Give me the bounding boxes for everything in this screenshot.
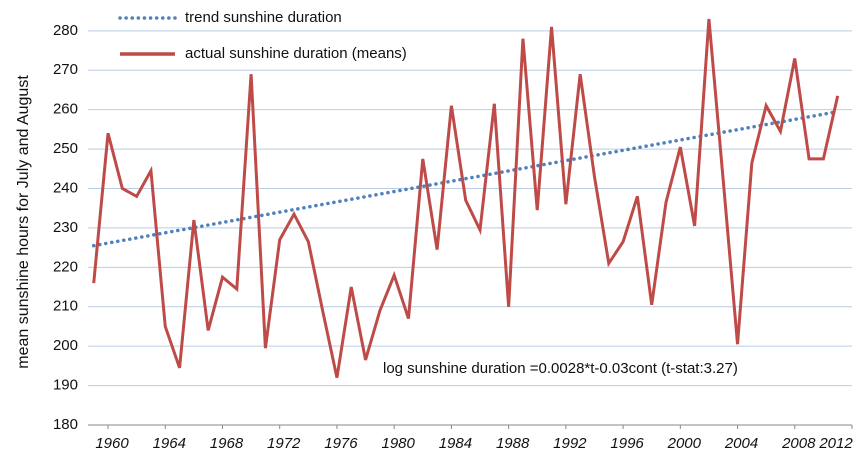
- x-tick-label: 1980: [381, 435, 415, 452]
- x-tick-label: 1976: [324, 435, 358, 452]
- legend-label: actual sunshine duration (means): [185, 45, 407, 62]
- y-tick-label: 210: [53, 298, 78, 315]
- series-line: [92, 18, 840, 379]
- y-tick-label: 220: [53, 258, 78, 275]
- x-tick-label: 2004: [724, 435, 758, 452]
- y-tick-label: 190: [53, 377, 78, 394]
- y-tick-label: 180: [53, 416, 78, 433]
- x-tick-label: 1988: [496, 435, 530, 452]
- x-tick-label: 2008: [781, 435, 816, 452]
- x-tick-label: 2000: [667, 435, 702, 452]
- x-tick-label: 1968: [210, 435, 244, 452]
- series-line: [91, 109, 840, 248]
- y-axis-label: mean sunshine hours for July and August: [15, 75, 32, 369]
- x-tick-label: 2012: [818, 435, 853, 452]
- x-tick-label: 1992: [553, 435, 587, 452]
- y-tick-label: 270: [53, 61, 78, 78]
- y-tick-label: 240: [53, 179, 78, 196]
- x-tick-label: 1996: [610, 435, 644, 452]
- y-tick-label: 250: [53, 140, 78, 157]
- x-tick-label: 1964: [153, 435, 186, 452]
- y-tick-label: 230: [53, 219, 78, 236]
- x-tick-label: 1960: [95, 435, 129, 452]
- annotation: log sunshine duration =0.0028*t-0.03cont…: [383, 360, 738, 377]
- y-tick-label: 260: [53, 101, 78, 118]
- y-tick-label: 200: [53, 337, 78, 354]
- x-tick-label: 1984: [439, 435, 472, 452]
- x-tick-label: 1972: [267, 435, 301, 452]
- y-tick-label: 280: [53, 22, 78, 39]
- legend-label: trend sunshine duration: [185, 9, 342, 26]
